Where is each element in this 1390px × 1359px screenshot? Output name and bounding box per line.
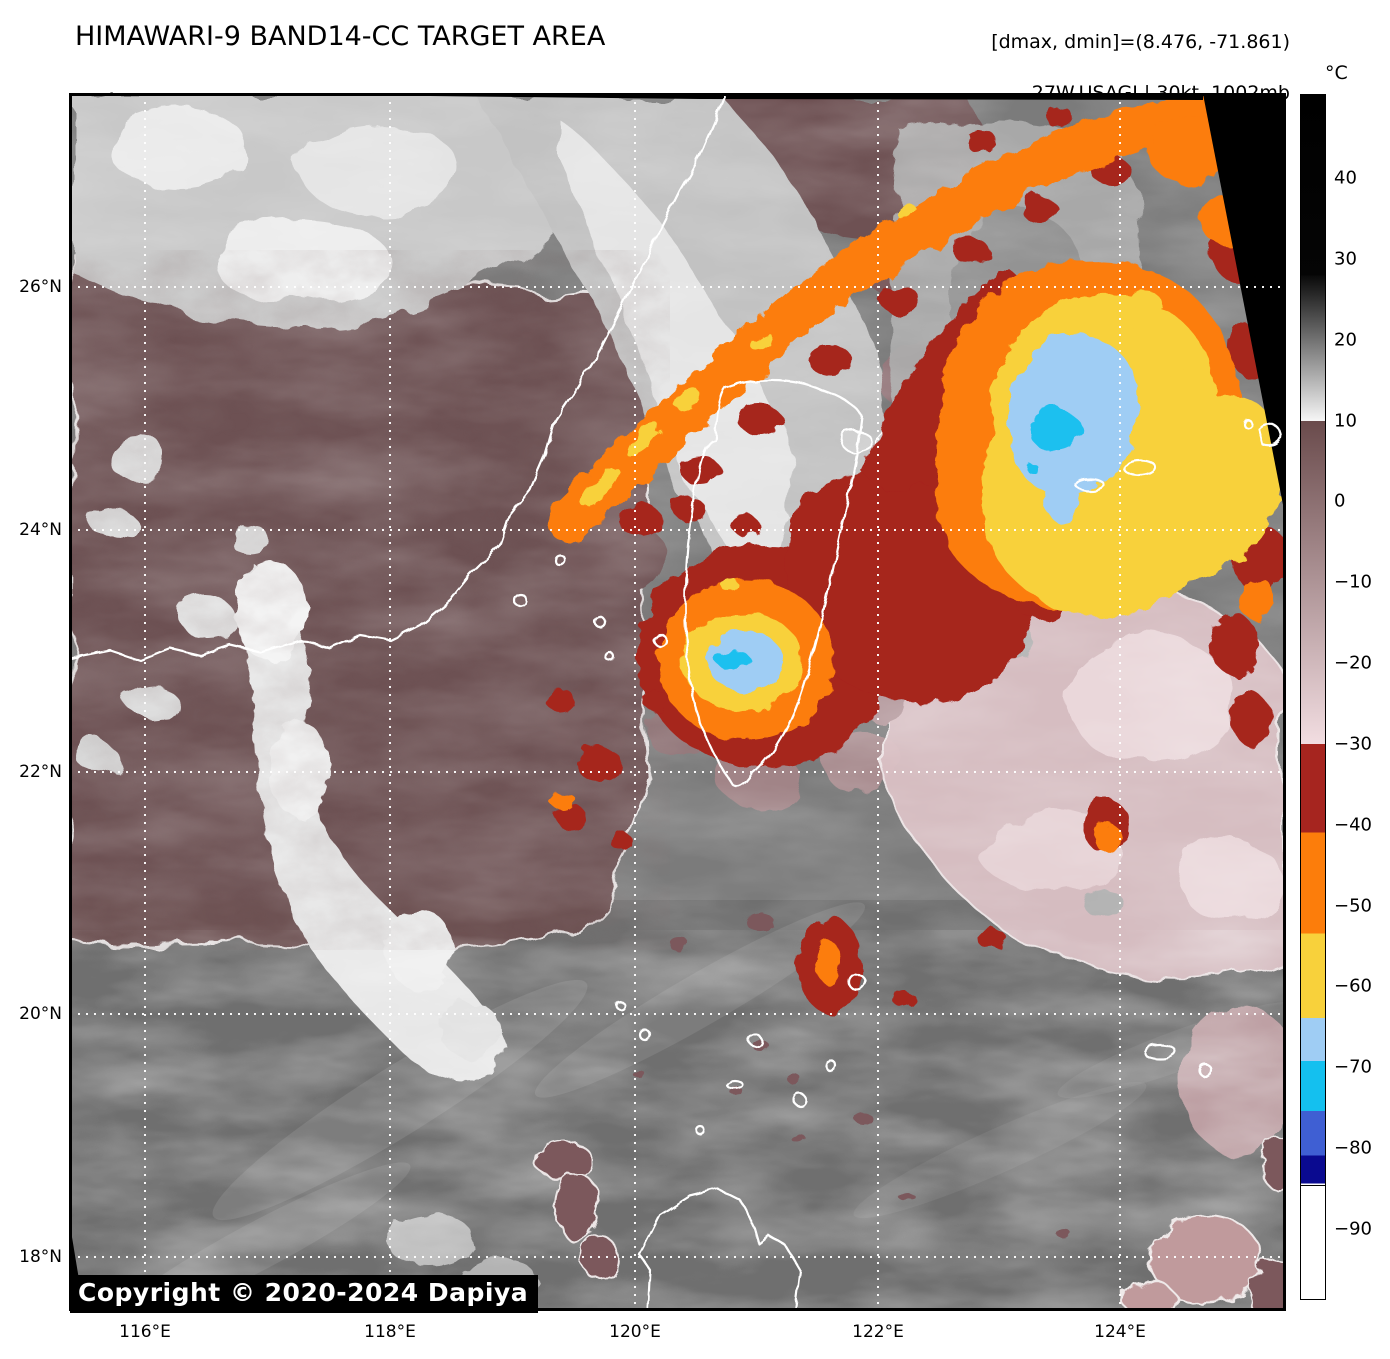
colorbar-white-segment-divider — [1301, 1185, 1325, 1187]
lat-label-24n: 24°N — [19, 520, 62, 540]
ocean-streak-texture — [70, 930, 1285, 1310]
satellite-ir-map — [70, 94, 1285, 1310]
colorbar-tick: −80 — [1334, 1137, 1372, 1159]
colorbar-tick: −30 — [1334, 733, 1372, 755]
dmax-dmin-readout: [dmax, dmin]=(8.476, -71.861) — [991, 31, 1290, 53]
colorbar-tick: 40 — [1334, 167, 1357, 189]
lon-label-116e: 116°E — [119, 1322, 171, 1342]
copyright-banner: Copyright © 2020-2024 Dapiya — [70, 1275, 539, 1313]
lon-label-122e: 122°E — [852, 1322, 904, 1342]
lon-label-124e: 124°E — [1094, 1322, 1146, 1342]
graticule-gridlines — [70, 94, 1285, 1310]
colorbar-tick: −10 — [1334, 571, 1372, 593]
coldest-cyan-layer — [716, 409, 1081, 670]
colorbar-tick: 20 — [1334, 329, 1357, 351]
lat-label-20n: 20°N — [19, 1004, 62, 1024]
colorbar-tick: 30 — [1334, 248, 1357, 270]
colorbar-tick: −40 — [1334, 814, 1372, 836]
lon-label-118e: 118°E — [364, 1322, 416, 1342]
colorbar-tick: −60 — [1334, 975, 1372, 997]
map-border — [70, 94, 1285, 1310]
coastlines — [70, 94, 1282, 1310]
colorbar-tick-labels: 40 30 20 10 0 −10 −20 −30 −40 −50 −60 −70 −80 −90 — [1334, 94, 1390, 1300]
lon-label-120e: 120°E — [609, 1322, 661, 1342]
colorbar-unit-label: °C — [1325, 62, 1348, 84]
colorbar-tick: 0 — [1334, 490, 1346, 512]
colorbar-tick: −20 — [1334, 652, 1372, 674]
colorbar-tick: −90 — [1334, 1218, 1372, 1240]
lat-label-22n: 22°N — [19, 762, 62, 782]
temperature-colorbar — [1300, 94, 1326, 1300]
product-title: HIMAWARI-9 BAND14-CC TARGET AREA — [75, 21, 606, 52]
storm-annotation-block: [dmax, dmin]=(8.476, -71.861) 27W.USAGI … — [991, 30, 1290, 107]
lat-label-18n: 18°N — [19, 1247, 62, 1267]
maroon-mottle-texture — [70, 250, 670, 950]
map-frame — [70, 94, 1285, 1310]
lat-label-26n: 26°N — [19, 277, 62, 297]
colorbar-tick: 10 — [1334, 410, 1357, 432]
colorbar-tick: −70 — [1334, 1056, 1372, 1078]
southern-maroon-patches — [534, 913, 1285, 1310]
colorbar-tick: −50 — [1334, 895, 1372, 917]
